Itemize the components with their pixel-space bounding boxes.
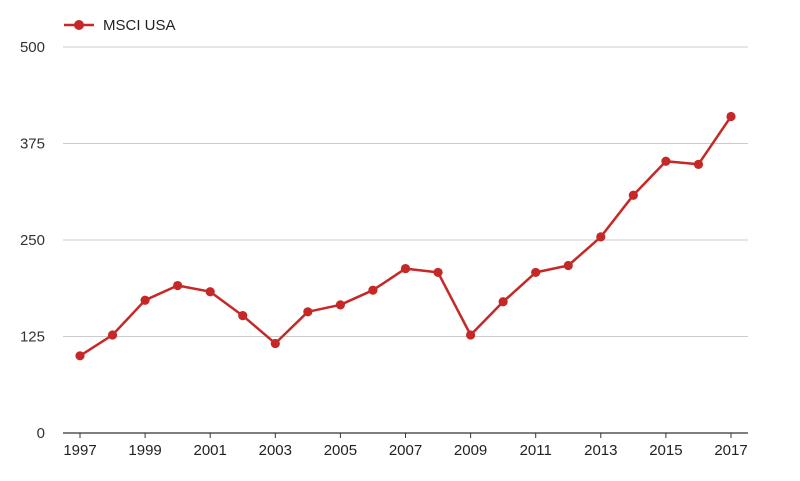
- x-tick-label: 2001: [194, 442, 227, 459]
- x-tick-label: 2003: [259, 442, 292, 459]
- data-point: [303, 307, 313, 317]
- data-point: [335, 300, 345, 310]
- data-point: [466, 330, 476, 340]
- data-point: [531, 267, 541, 278]
- legend: MSCI USA: [64, 17, 176, 34]
- data-point: [205, 287, 215, 297]
- y-tick-label: 375: [20, 136, 45, 153]
- legend-label: MSCI USA: [103, 17, 176, 34]
- data-point: [107, 330, 118, 340]
- axes: 0 125 250 375 500 1997 1999 2001 2003 2005 2007 200…: [20, 39, 748, 459]
- data-point: [628, 190, 638, 200]
- y-tick-label: 125: [20, 329, 45, 346]
- data-point: [400, 263, 411, 274]
- series-layer: [75, 111, 736, 361]
- x-tick-label: 2013: [584, 442, 617, 459]
- y-tick-label: 500: [20, 39, 45, 56]
- grid-lines: [63, 46, 748, 337]
- data-point: [75, 351, 85, 361]
- data-point: [693, 159, 704, 169]
- data-point: [238, 311, 248, 321]
- data-point: [563, 260, 573, 271]
- x-tick-label: 2007: [389, 442, 422, 459]
- data-point: [140, 295, 150, 305]
- data-point: [596, 232, 606, 242]
- y-tick-label: 250: [20, 232, 45, 249]
- data-point: [661, 156, 671, 166]
- x-tick-label: 1999: [128, 442, 161, 459]
- data-point: [433, 267, 443, 278]
- data-point: [173, 280, 183, 291]
- x-tick-label: 2011: [520, 442, 552, 459]
- x-tick-label: 2017: [714, 442, 747, 459]
- data-point: [726, 111, 736, 122]
- series-line: [79, 115, 733, 357]
- legend-marker: [74, 20, 84, 30]
- data-point: [498, 297, 508, 307]
- x-tick-label: 1997: [63, 442, 96, 459]
- x-tick-label: 2009: [454, 442, 487, 459]
- data-point: [270, 338, 280, 349]
- x-tick-label: 2005: [324, 442, 357, 459]
- x-tick-label: 2015: [649, 442, 682, 459]
- y-tick-label: 0: [37, 425, 45, 442]
- data-point: [368, 285, 378, 295]
